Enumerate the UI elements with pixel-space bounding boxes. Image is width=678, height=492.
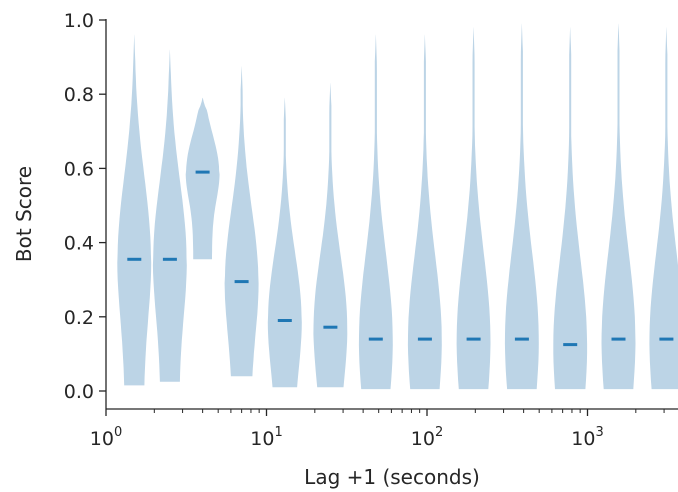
medians-layer [127, 170, 674, 347]
violin-3 [185, 97, 220, 260]
violin-8 [407, 34, 442, 390]
y-tick-label: 1.0 [64, 10, 94, 32]
y-tick-label: 0.0 [64, 381, 94, 403]
violin-13 [649, 27, 678, 390]
violin-1 [117, 34, 152, 386]
y-tick-label: 0.2 [64, 307, 94, 329]
violin-11 [553, 27, 588, 390]
violin-5 [267, 97, 302, 388]
y-tick-label: 0.4 [64, 233, 94, 255]
x-ticks: 100 101 102 103 [90, 409, 665, 450]
y-tick-label: 0.8 [64, 84, 94, 106]
violin-7 [358, 34, 393, 390]
violin-6 [313, 83, 348, 388]
violin-2 [152, 49, 187, 382]
violins-layer [117, 23, 678, 390]
violin-12 [601, 23, 636, 390]
y-ticks: 0.0 0.2 0.4 0.6 0.8 1.0 [64, 10, 106, 403]
x-tick-label: 102 [411, 425, 443, 450]
violin-4 [224, 66, 259, 377]
y-tick-label: 0.6 [64, 158, 94, 180]
x-tick-label: 100 [90, 425, 122, 450]
violin-9 [456, 27, 491, 390]
x-tick-label: 101 [250, 425, 282, 450]
x-axis-label: Lag +1 (seconds) [304, 465, 480, 489]
y-axis-label: Bot Score [12, 166, 36, 262]
x-tick-label: 103 [571, 425, 603, 450]
violin-10 [504, 23, 539, 390]
